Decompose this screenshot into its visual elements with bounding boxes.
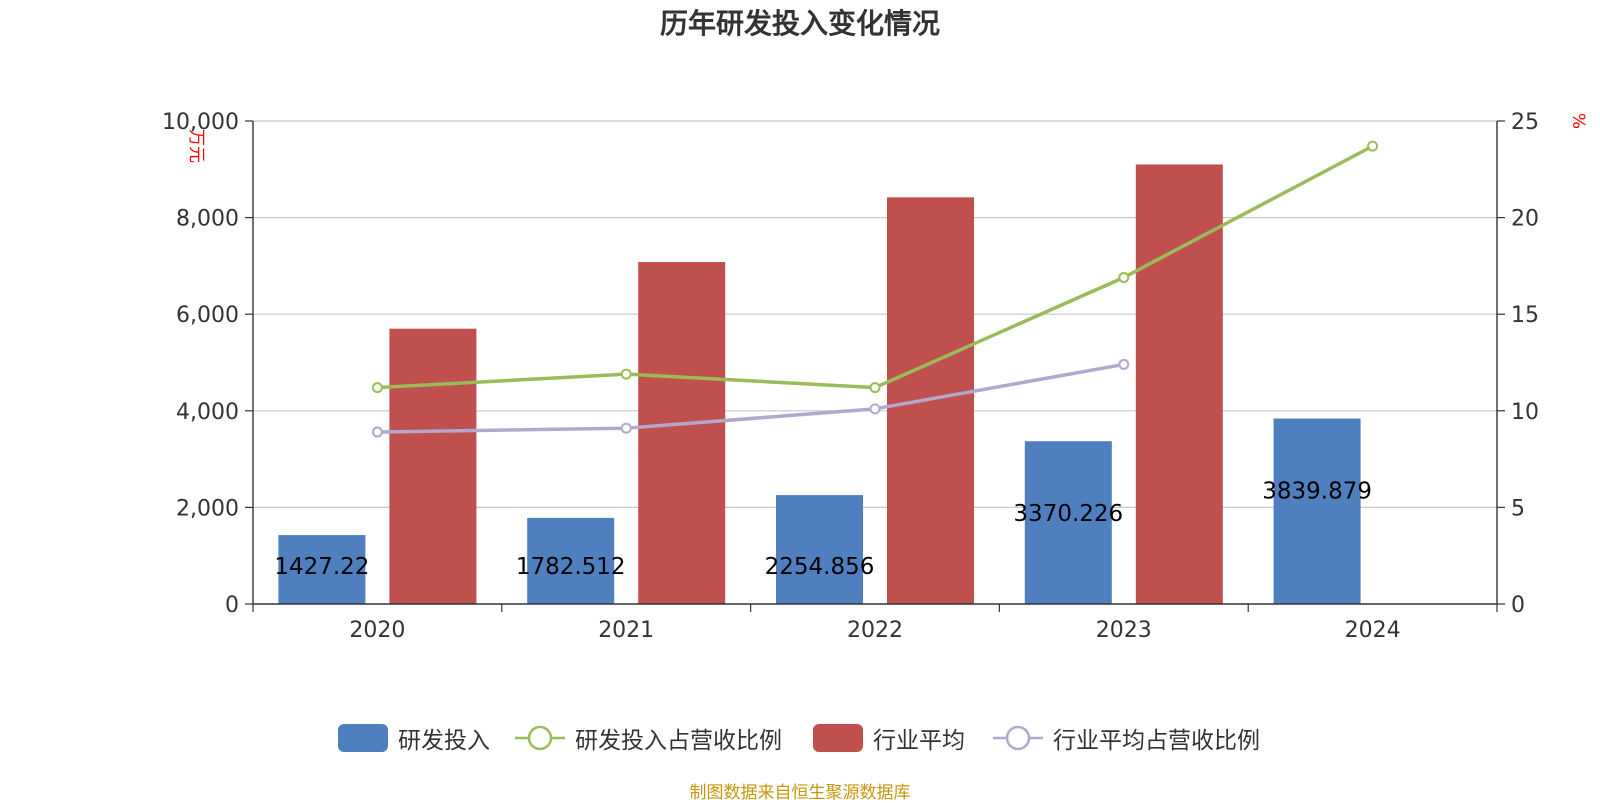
legend-label: 行业平均 (873, 728, 965, 754)
point-行业平均占营收比例 (620, 422, 632, 434)
bar-研发投入 (1273, 418, 1361, 604)
y-left-tick-label: 4,000 (176, 400, 239, 425)
point-研发投入占营收比例 (1367, 140, 1379, 152)
point-研发投入占营收比例 (371, 382, 383, 394)
y-right-tick-label: 5 (1511, 496, 1525, 521)
legend-swatch-line (515, 725, 565, 751)
data-label: 3839.879 (1262, 479, 1372, 505)
legend-label: 研发投入占营收比例 (575, 728, 782, 754)
y-left-tick-label: 2,000 (176, 496, 239, 521)
chart-title: 历年研发投入变化情况 (659, 7, 940, 40)
bar-研发投入 (527, 517, 615, 604)
point-行业平均占营收比例 (869, 403, 881, 415)
legend-label: 行业平均占营收比例 (1053, 728, 1260, 754)
y-right-tick-label: 15 (1511, 303, 1539, 328)
bar-研发投入 (278, 535, 366, 604)
line-行业平均占营收比例 (377, 362, 1125, 434)
data-label: 2254.856 (765, 554, 875, 580)
bar-研发投入 (1024, 441, 1112, 604)
y-left-tick-label: 6,000 (176, 303, 239, 328)
legend-item[interactable]: 研发投入 (338, 718, 490, 758)
y-left-axis-label: 万元 (186, 129, 206, 163)
legend: 研发投入 研发投入占营收比例 行业平均 行业平均占营收比例 (0, 718, 1600, 758)
point-研发投入占营收比例 (869, 382, 881, 394)
legend-item[interactable]: 行业平均 (813, 718, 965, 758)
source-note: 制图数据来自恒生聚源数据库 (689, 783, 911, 803)
y-left-tick-label: 8,000 (176, 207, 239, 232)
label-layer: 1427.22 1782.512 2254.856 3370.226 3839.879 (274, 479, 1372, 580)
x-tick-label: 2024 (1345, 618, 1401, 643)
line-layer (371, 140, 1379, 438)
legend-swatch-bar (338, 724, 388, 752)
legend-label: 研发投入 (398, 728, 490, 754)
x-tick-label: 2023 (1096, 618, 1152, 643)
data-label: 3370.226 (1013, 501, 1123, 527)
y-right-tick-label: 10 (1511, 400, 1539, 425)
bar-行业平均 (389, 328, 477, 604)
y-right-tick-label: 20 (1511, 207, 1539, 232)
point-研发投入占营收比例 (620, 368, 632, 380)
x-tick-label: 2022 (847, 618, 903, 643)
legend-swatch-bar (813, 724, 863, 752)
point-行业平均占营收比例 (371, 426, 383, 438)
legend-swatch-line (993, 725, 1043, 751)
x-tick-label: 2020 (349, 618, 405, 643)
point-研发投入占营收比例 (1118, 271, 1130, 283)
bar-研发投入 (776, 495, 863, 604)
y-right-tick-label: 25 (1511, 110, 1539, 135)
axis-layer: 0 2,000 4,000 6,000 8,000 10,000 0 5 10 15 20 25 202… (162, 110, 1588, 643)
y-left-tick-label: 10,000 (162, 110, 239, 135)
legend-item[interactable]: 行业平均占营收比例 (993, 718, 1260, 758)
data-label: 1782.512 (516, 554, 626, 580)
x-tick-label: 2021 (598, 618, 654, 643)
bar-行业平均 (638, 262, 726, 604)
line-研发投入占营收比例 (377, 144, 1374, 390)
legend-item[interactable]: 研发投入占营收比例 (515, 718, 782, 758)
bar-行业平均 (1135, 164, 1223, 604)
data-label: 1427.22 (274, 554, 369, 580)
y-right-axis-label: % (1568, 113, 1588, 129)
y-left-tick-label: 0 (225, 593, 239, 618)
y-right-tick-label: 0 (1511, 593, 1525, 618)
point-行业平均占营收比例 (1118, 358, 1130, 370)
